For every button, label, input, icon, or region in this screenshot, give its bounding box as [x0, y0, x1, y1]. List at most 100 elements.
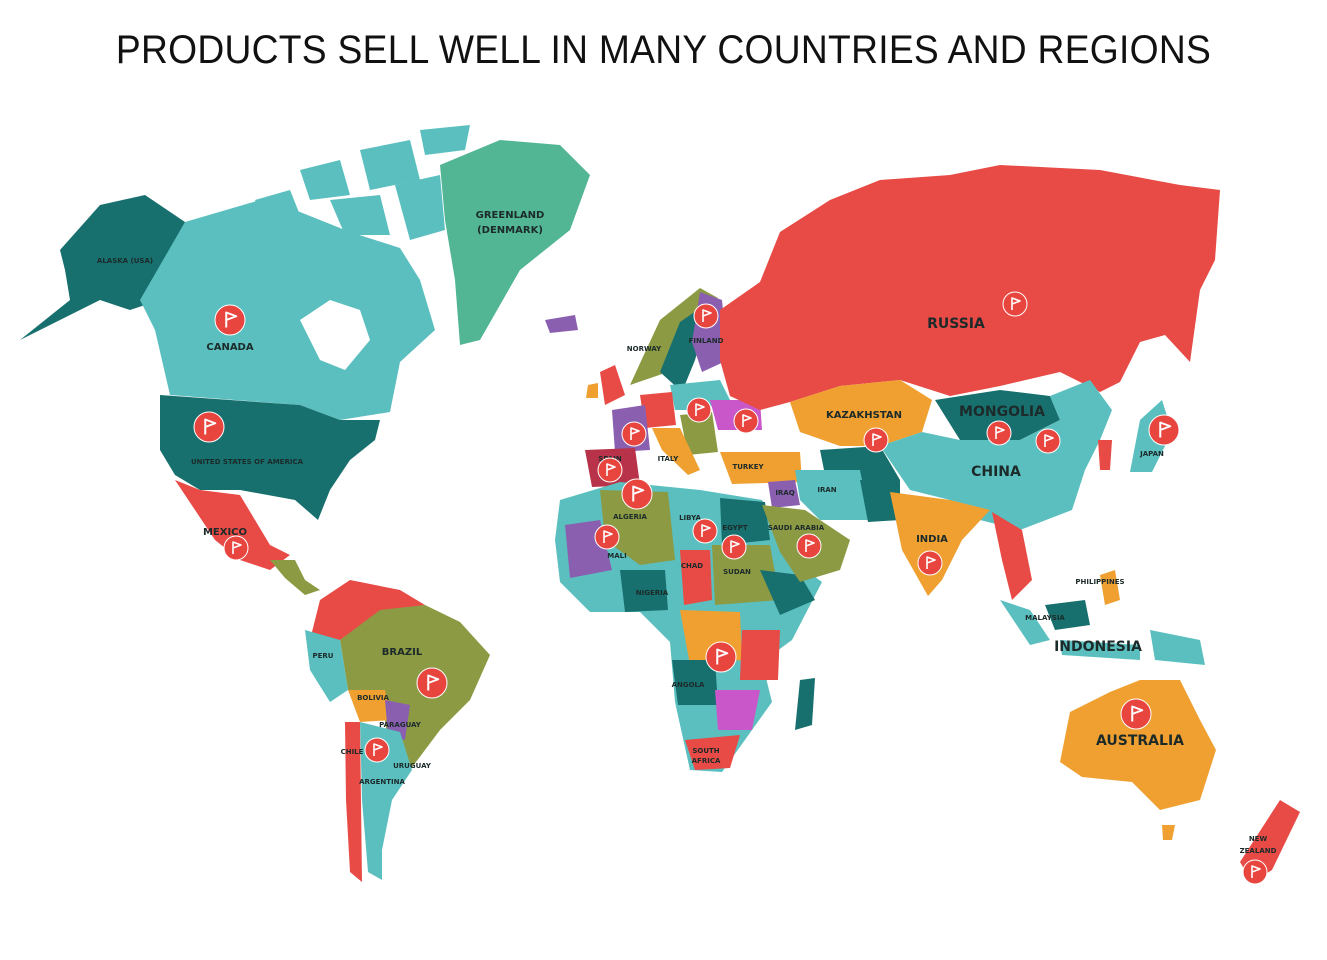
marker-mali[interactable] [594, 524, 620, 550]
flag-icon [1251, 865, 1261, 878]
label-kazakhstan: KAZAKHSTAN [826, 410, 902, 421]
label-peru: PERU [313, 652, 334, 660]
region-iraq [768, 480, 800, 508]
label-china: CHINA [971, 464, 1021, 480]
region-colombia-venezuela [310, 580, 425, 640]
label-nigeria: NIGERIA [636, 589, 669, 597]
flag-icon [630, 427, 640, 440]
marker-circle [594, 524, 620, 550]
region-central-america [270, 560, 320, 595]
flag-icon [695, 403, 705, 416]
marker-circle [686, 397, 712, 423]
flag-icon [232, 541, 242, 554]
label-turkey: TURKEY [732, 463, 764, 471]
region-iran [795, 470, 870, 520]
label-mali: MALI [607, 552, 626, 560]
flag-icon [606, 463, 616, 476]
label-uruguay: URUGUAY [393, 762, 432, 770]
marker-chile[interactable] [364, 737, 390, 763]
region-south-africa [685, 735, 740, 770]
marker-russia[interactable] [1002, 291, 1028, 317]
region-brazil [340, 605, 490, 770]
marker-circle [597, 457, 623, 483]
label-mongolia: MONGOLIA [959, 404, 1045, 420]
region-sudan [712, 545, 780, 605]
label-paraguay: PARAGUAY [379, 721, 422, 729]
flag-icon [1044, 434, 1054, 447]
sales-markers [193, 291, 1268, 885]
label-australia: AUSTRALIA [1096, 733, 1184, 749]
label-canada: CANADA [206, 342, 253, 353]
region-ireland [586, 383, 598, 398]
region-china [880, 380, 1112, 530]
label-new-zealand-1: NEW [1249, 835, 1268, 843]
marker-japan[interactable] [1148, 414, 1180, 446]
flag-icon [427, 674, 440, 691]
marker-mongolia[interactable] [986, 420, 1012, 446]
marker-ukraine[interactable] [733, 408, 759, 434]
marker-brazil[interactable] [416, 667, 448, 699]
marker-united-states-of-america[interactable] [193, 411, 225, 443]
marker-circle [214, 304, 246, 336]
marker-circle [621, 478, 653, 510]
marker-circle [863, 427, 889, 453]
marker-algeria[interactable] [621, 478, 653, 510]
marker-canada[interactable] [214, 304, 246, 336]
marker-circle [364, 737, 390, 763]
marker-poland[interactable] [686, 397, 712, 423]
region-india [890, 492, 990, 596]
region-nigeria [620, 570, 668, 612]
marker-circle [733, 408, 759, 434]
marker-egypt[interactable] [721, 534, 747, 560]
marker-mexico[interactable] [223, 535, 249, 561]
marker-saudi-arabia[interactable] [796, 533, 822, 559]
region-mongolia [935, 390, 1060, 440]
region-algeria [600, 490, 675, 565]
region-russia [720, 165, 1220, 410]
label-alaska: ALASKA (USA) [97, 257, 153, 265]
region-balkans [680, 412, 718, 455]
label-greenland-sub: (DENMARK) [477, 225, 543, 236]
region-tanzania [740, 630, 780, 680]
marker-spain[interactable] [597, 457, 623, 483]
label-norway: NORWAY [627, 345, 662, 353]
label-saudi-arabia: SAUDI ARABIA [768, 524, 825, 532]
country-labels: GREENLAND (DENMARK) ALASKA (USA) CANADA … [97, 210, 1277, 855]
region-southeast-asia [992, 512, 1032, 600]
marker-libya[interactable] [692, 518, 718, 544]
label-south-africa-1: SOUTH [692, 747, 719, 755]
region-iceland [545, 315, 578, 333]
marker-france[interactable] [621, 421, 647, 447]
marker-circle [705, 641, 737, 673]
flag-icon [1159, 421, 1172, 438]
region-chad [680, 550, 712, 605]
flag-icon [1011, 297, 1021, 310]
label-angola: ANGOLA [672, 681, 705, 689]
marker-china[interactable] [1035, 428, 1061, 454]
label-italy: ITALY [658, 455, 680, 463]
label-mexico: MEXICO [203, 527, 247, 538]
marker-circle [796, 533, 822, 559]
label-new-zealand-2: ZEALAND [1240, 847, 1277, 855]
flag-icon [805, 539, 815, 552]
flag-icon [632, 485, 645, 502]
region-mozambique [715, 690, 760, 730]
marker-tanzania[interactable] [705, 641, 737, 673]
marker-new-zealand[interactable] [1242, 859, 1268, 885]
label-philippines: PHILIPPINES [1075, 578, 1124, 586]
marker-australia[interactable] [1120, 698, 1152, 730]
flag-icon [603, 530, 613, 543]
region-angola [672, 660, 718, 705]
label-chad: CHAD [681, 562, 703, 570]
marker-kazakhstan[interactable] [863, 427, 889, 453]
label-indonesia: INDONESIA [1054, 639, 1142, 655]
marker-circle [1035, 428, 1061, 454]
flag-icon [926, 556, 936, 569]
region-italy [652, 428, 700, 475]
label-argentina: ARGENTINA [359, 778, 405, 786]
label-finland: FINLAND [689, 337, 724, 345]
region-chile [345, 722, 362, 882]
marker-finland[interactable] [693, 303, 719, 329]
marker-india[interactable] [917, 550, 943, 576]
